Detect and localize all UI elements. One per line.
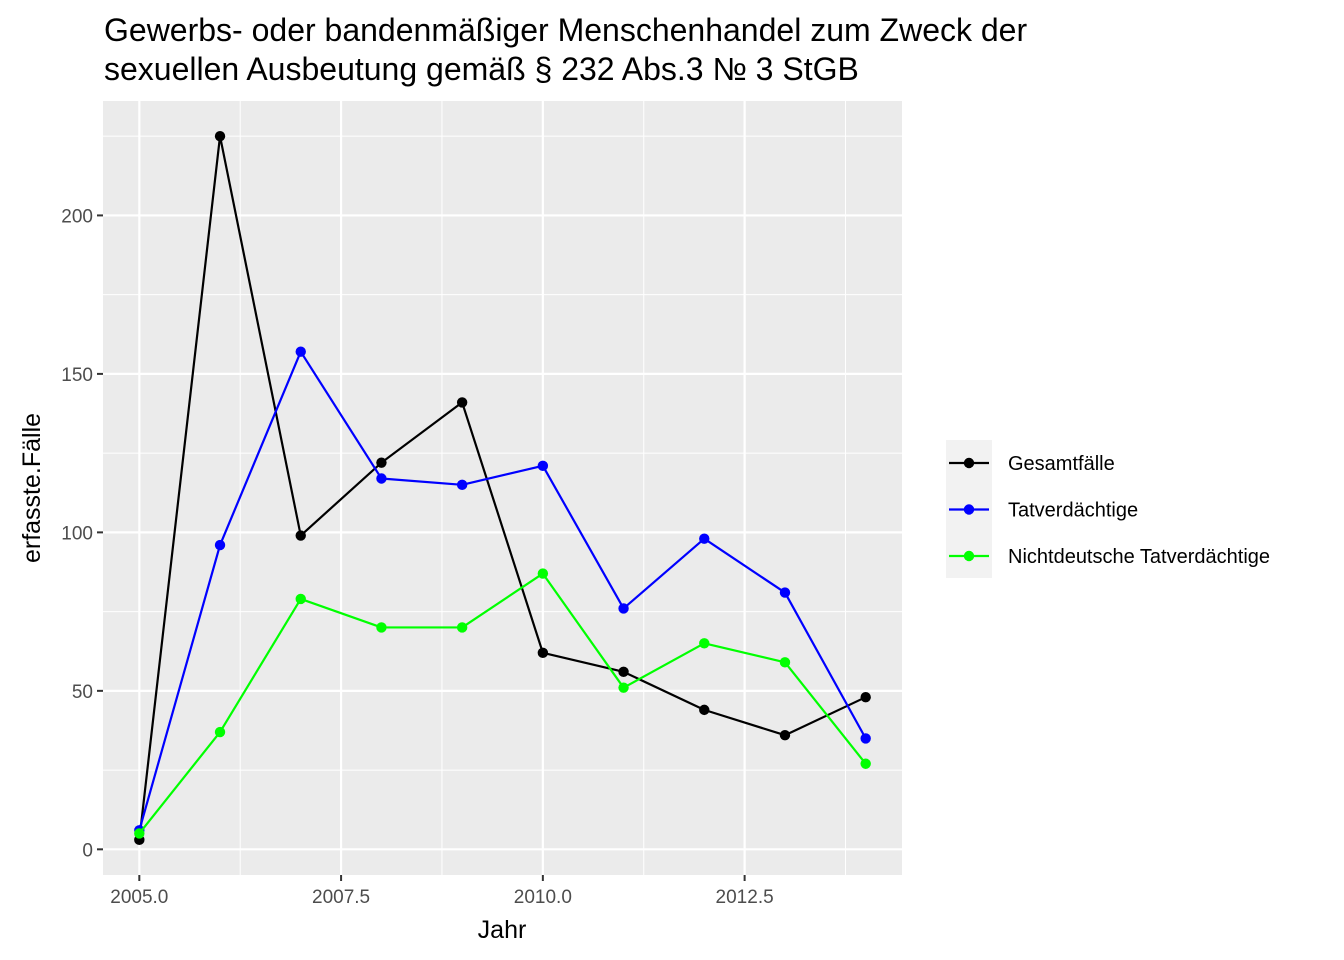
data-point bbox=[456, 622, 468, 633]
data-point bbox=[295, 346, 306, 357]
data-point bbox=[214, 726, 226, 738]
series-line bbox=[138, 350, 867, 831]
data-point bbox=[860, 691, 871, 703]
chart-title: Gewerbs- oder bandenmäßiger Menschenhand… bbox=[104, 12, 1027, 48]
y-axis-ticks: 0 50 100 150 200 bbox=[61, 206, 103, 861]
data-point bbox=[376, 457, 387, 468]
data-point bbox=[618, 666, 629, 678]
y-tick-label: 100 bbox=[61, 523, 93, 544]
data-point bbox=[618, 603, 629, 614]
data-point bbox=[376, 622, 387, 633]
data-point bbox=[134, 828, 145, 839]
x-tick-label: 2007.5 bbox=[312, 887, 370, 908]
data-point bbox=[537, 568, 549, 579]
y-tick-label: 50 bbox=[72, 682, 93, 703]
x-axis-ticks: 2005.0 2007.5 2010.0 2012.5 bbox=[110, 875, 774, 908]
data-point bbox=[295, 530, 306, 541]
data-point bbox=[537, 460, 549, 472]
legend-key-point bbox=[963, 457, 975, 469]
data-point bbox=[779, 730, 791, 741]
data-point bbox=[699, 638, 710, 649]
legend-label: Nichtdeutsche Tatverdächtige bbox=[1008, 546, 1270, 568]
data-point bbox=[699, 533, 710, 544]
chart-subtitle: sexuellen Ausbeutung gemäß § 232 Abs.3 №… bbox=[104, 51, 859, 87]
x-axis-title: Jahr bbox=[478, 916, 527, 944]
y-tick-label: 0 bbox=[82, 840, 93, 861]
legend-key-point bbox=[963, 550, 975, 562]
plot-panel bbox=[103, 101, 902, 875]
series-layer bbox=[134, 130, 871, 846]
data-point bbox=[779, 657, 791, 668]
legend-key-point bbox=[963, 504, 975, 515]
data-point bbox=[376, 473, 387, 484]
y-tick-label: 200 bbox=[61, 206, 93, 227]
legend-label: Tatverdächtige bbox=[1008, 500, 1138, 522]
series-line bbox=[138, 572, 867, 835]
grid-minor bbox=[103, 101, 902, 875]
data-point bbox=[699, 704, 710, 716]
y-axis-title: erfasste.Fälle bbox=[18, 413, 46, 563]
data-point bbox=[860, 733, 871, 744]
legend: Gesamtfälle Tatverdächtige Nichtdeutsche T… bbox=[949, 453, 1270, 568]
y-tick-label: 150 bbox=[61, 365, 93, 386]
x-tick-label: 2010.0 bbox=[514, 887, 572, 908]
data-point bbox=[214, 130, 226, 142]
data-point bbox=[214, 539, 226, 551]
data-point bbox=[779, 587, 791, 598]
data-point bbox=[456, 479, 468, 491]
x-tick-label: 2005.0 bbox=[110, 887, 168, 908]
grid-major bbox=[103, 101, 902, 875]
data-point bbox=[537, 647, 549, 659]
data-point bbox=[295, 593, 306, 605]
legend-label: Gesamtfälle bbox=[1008, 453, 1115, 475]
data-point bbox=[860, 758, 871, 769]
x-tick-label: 2012.5 bbox=[716, 887, 774, 908]
series-line bbox=[138, 135, 867, 840]
data-point bbox=[456, 397, 468, 408]
data-point bbox=[618, 682, 629, 693]
